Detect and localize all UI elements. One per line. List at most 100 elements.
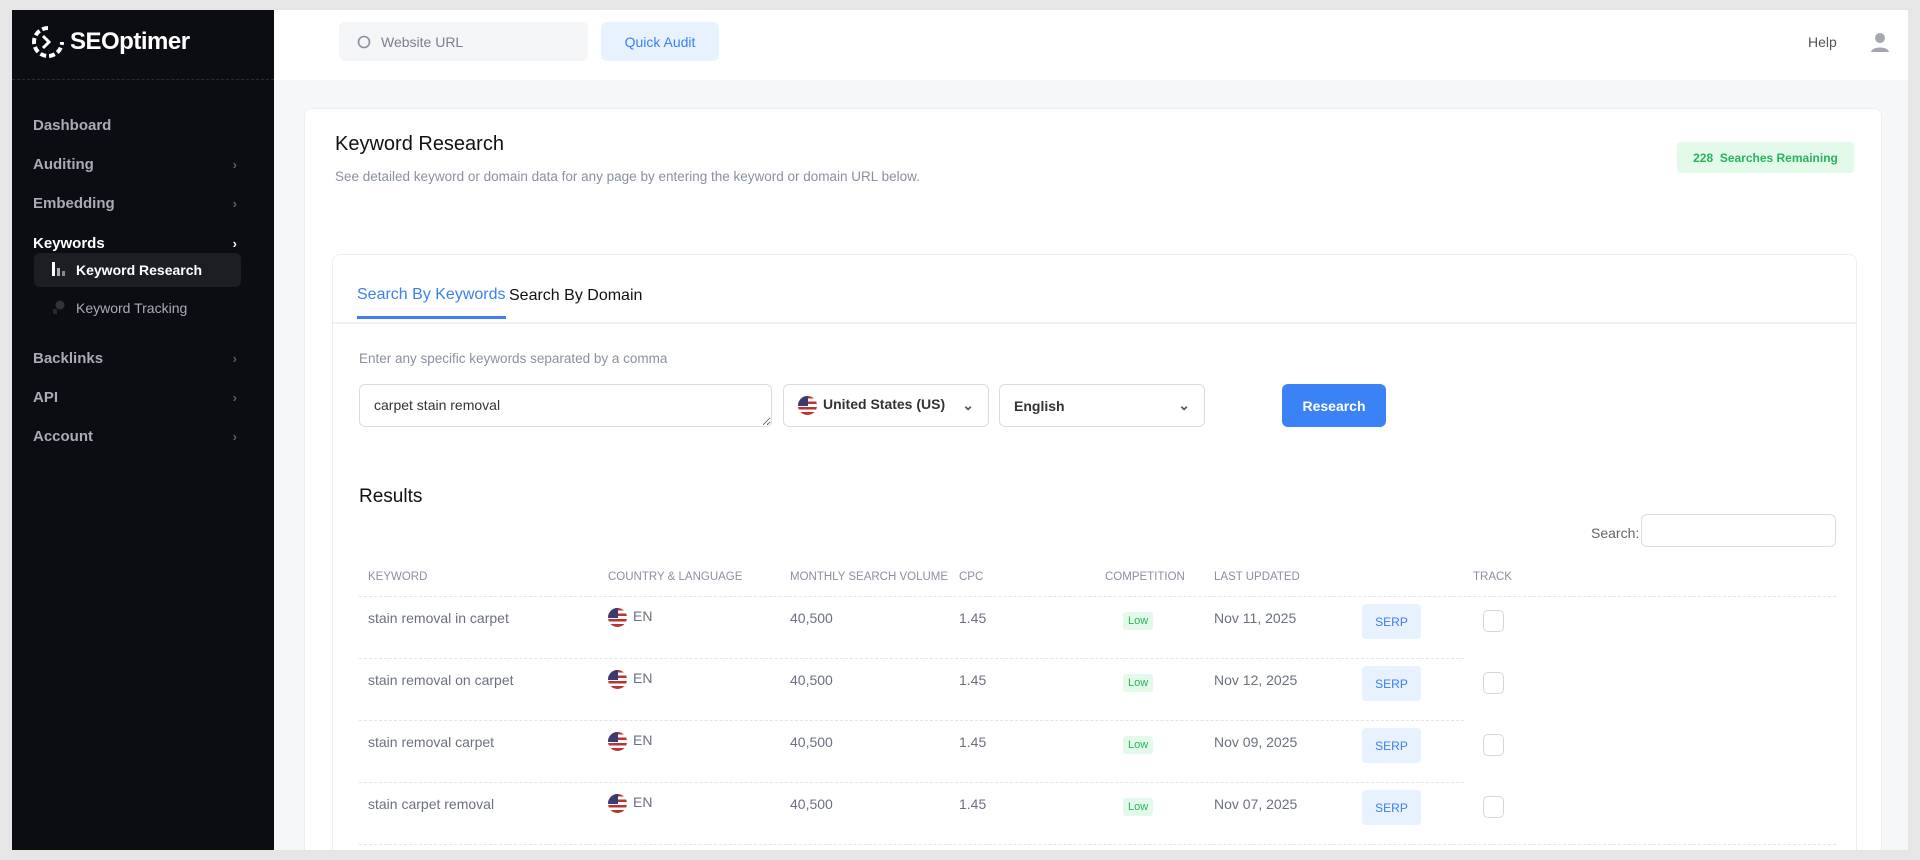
last-updated-cell: Nov 07, 2025 — [1214, 796, 1298, 812]
sidebar-item-label: Dashboard — [33, 116, 112, 134]
language-code: EN — [633, 794, 653, 811]
tab-search-by-keywords[interactable]: Search By Keywords — [357, 273, 506, 319]
keywords-input[interactable]: carpet stain removal — [359, 384, 772, 427]
chevron-right-icon: › — [232, 156, 237, 172]
tab-divider — [333, 322, 1856, 324]
competition-badge: Low — [1123, 798, 1154, 816]
page-title: Keyword Research — [335, 133, 504, 155]
research-button[interactable]: Research — [1282, 384, 1386, 427]
sidebar-subitem-keyword-tracking[interactable]: Keyword Tracking — [34, 291, 241, 325]
track-checkbox[interactable] — [1483, 672, 1504, 694]
chevron-right-icon: › — [232, 389, 237, 405]
results-title: Results — [359, 486, 423, 507]
chevron-down-icon: ⌄ — [962, 397, 974, 413]
page-subtitle: See detailed keyword or domain data for … — [335, 169, 920, 184]
cpc-cell: 1.45 — [959, 796, 987, 812]
serp-button[interactable]: SERP — [1362, 604, 1421, 639]
volume-cell: 40,500 — [790, 672, 833, 688]
country-language-cell: EN — [608, 794, 652, 813]
country-select[interactable]: United States (US) ⌄ — [783, 384, 989, 427]
cpc-cell: 1.45 — [959, 734, 987, 750]
column-header[interactable]: Country & Language — [608, 571, 743, 583]
sidebar-item-embedding[interactable]: Embedding › — [33, 188, 243, 218]
row-divider — [359, 596, 1836, 597]
sidebar-item-label: Keywords — [33, 234, 105, 252]
keyword-cell: stain removal on carpet — [368, 672, 514, 688]
badge-count: 228 — [1693, 150, 1714, 165]
top-header: Website URL Quick Audit Help — [274, 10, 1908, 80]
divider — [12, 79, 274, 80]
country-value: United States (US) — [823, 396, 946, 413]
language-code: EN — [633, 732, 653, 749]
serp-button[interactable]: SERP — [1362, 728, 1421, 763]
volume-cell: 40,500 — [790, 796, 833, 812]
language-code: EN — [633, 670, 653, 687]
help-link[interactable]: Help — [1808, 34, 1837, 50]
column-header[interactable]: Keyword — [368, 571, 428, 583]
country-language-cell: EN — [608, 670, 652, 689]
track-checkbox[interactable] — [1483, 734, 1504, 756]
volume-cell: 40,500 — [790, 610, 833, 626]
us-flag-icon — [608, 608, 627, 627]
column-header[interactable]: CPC — [959, 571, 984, 583]
sidebar-item-auditing[interactable]: Auditing › — [33, 149, 243, 179]
row-divider — [359, 720, 1464, 721]
track-checkbox[interactable] — [1483, 796, 1504, 818]
logo[interactable]: SEOptimer — [30, 24, 190, 60]
column-header[interactable]: Competition — [1105, 571, 1185, 583]
us-flag-icon — [798, 396, 817, 415]
quick-audit-button[interactable]: Quick Audit — [601, 22, 719, 61]
chevron-right-icon: › — [232, 195, 237, 211]
sidebar-item-api[interactable]: API › — [33, 382, 243, 412]
sidebar-item-label: Embedding — [33, 194, 115, 212]
keyword-research-card: Keyword Research See detailed keyword or… — [304, 108, 1882, 850]
sidebar-item-backlinks[interactable]: Backlinks › — [33, 343, 243, 373]
keyword-cell: stain removal carpet — [368, 734, 495, 750]
sidebar: SEOptimer Dashboard Auditing › Embedding › Ke… — [12, 10, 274, 850]
country-language-cell: EN — [608, 732, 652, 751]
sidebar-item-dashboard[interactable]: Dashboard — [33, 110, 243, 140]
serp-button[interactable]: SERP — [1362, 790, 1421, 825]
search-panel: Search By Keywords Search By Domain Ente… — [332, 254, 1857, 850]
badge-text: Searches Remaining — [1719, 150, 1838, 165]
search-icon — [357, 35, 371, 48]
chevron-right-icon: › — [232, 235, 237, 251]
last-updated-cell: Nov 09, 2025 — [1214, 734, 1298, 750]
column-header[interactable]: Monthly Search Volume — [790, 571, 949, 583]
us-flag-icon — [608, 732, 627, 751]
sidebar-subitem-keyword-research[interactable]: Keyword Research — [34, 253, 241, 287]
user-avatar-icon[interactable] — [1868, 30, 1892, 54]
column-header[interactable]: Last Updated — [1214, 571, 1300, 583]
row-divider — [359, 844, 1836, 845]
country-language-cell: EN — [608, 608, 652, 627]
track-checkbox[interactable] — [1483, 610, 1504, 632]
row-divider — [359, 658, 1464, 659]
last-updated-cell: Nov 11, 2025 — [1214, 610, 1297, 626]
tracking-icon — [52, 299, 66, 318]
sidebar-item-keywords[interactable]: Keywords › — [33, 228, 243, 258]
bar-chart-icon — [52, 261, 66, 280]
volume-cell: 40,500 — [790, 734, 833, 750]
sidebar-item-label: Backlinks — [33, 349, 104, 367]
keywords-hint: Enter any specific keywords separated by… — [359, 351, 668, 366]
website-url-input[interactable]: Website URL — [339, 22, 588, 61]
language-select[interactable]: English ⌄ — [999, 384, 1205, 427]
sidebar-subitem-label: Keyword Tracking — [76, 300, 188, 316]
tab-search-by-domain[interactable]: Search By Domain — [509, 287, 643, 304]
cpc-cell: 1.45 — [959, 672, 987, 688]
url-placeholder: Website URL — [381, 33, 464, 50]
serp-button[interactable]: SERP — [1362, 666, 1421, 701]
sidebar-item-label: Account — [33, 427, 93, 445]
chevron-right-icon: › — [232, 350, 237, 366]
sidebar-item-account[interactable]: Account › — [33, 421, 243, 451]
table-search-input[interactable] — [1641, 514, 1836, 547]
app-window: SEOptimer Dashboard Auditing › Embedding › Ke… — [12, 10, 1908, 850]
keyword-cell: stain carpet removal — [368, 796, 495, 812]
table-search-label: Search: — [1591, 525, 1640, 541]
us-flag-icon — [608, 794, 627, 813]
cpc-cell: 1.45 — [959, 610, 987, 626]
competition-badge: Low — [1123, 612, 1154, 630]
column-header[interactable]: Track — [1473, 571, 1512, 583]
language-value: English — [1014, 397, 1065, 414]
chevron-right-icon: › — [232, 428, 237, 444]
